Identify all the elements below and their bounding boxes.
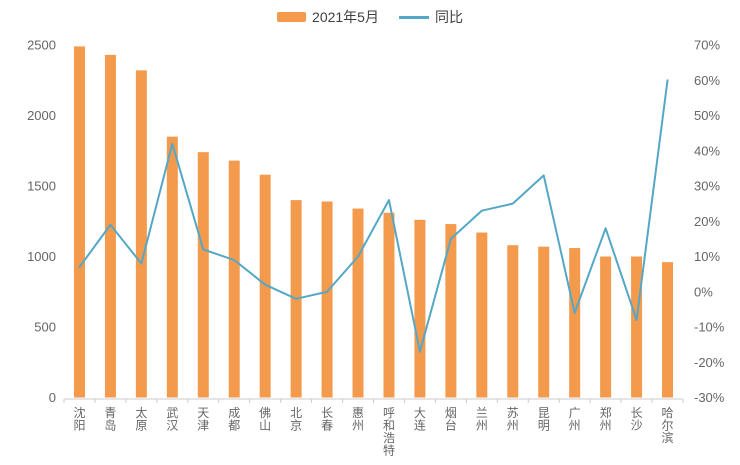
x-axis-category-label: 兰州: [476, 406, 488, 433]
right-axis-tick-label: 40%: [694, 143, 720, 158]
bar-武汉: [166, 136, 178, 398]
x-axis-category-label: 大连: [414, 406, 426, 433]
x-axis-category-label: 天津: [197, 406, 209, 433]
bar-哈尔滨: [662, 262, 674, 398]
x-axis-category-label: 青岛: [104, 406, 116, 433]
right-axis-tick-label: 70%: [694, 38, 720, 53]
x-axis-category-label: 太原: [135, 405, 147, 433]
right-axis-tick-label: 0%: [694, 284, 713, 299]
right-axis-tick-label: 10%: [694, 249, 720, 264]
bar-佛山: [259, 174, 271, 398]
x-axis-category-label: 佛山: [259, 406, 271, 433]
bar-天津: [197, 152, 209, 398]
line-series-swatch-icon: [398, 15, 429, 19]
left-axis-tick-label: 2000: [27, 108, 56, 123]
right-axis-tick-label: 30%: [694, 179, 720, 194]
left-axis-tick-label: 2500: [27, 38, 56, 53]
bar-大连: [414, 219, 426, 398]
yoy-line-series: [78, 79, 669, 353]
bar-长沙: [631, 256, 643, 398]
legend-item-bar-series: 2021年5月: [277, 7, 379, 27]
x-axis-category-label: 呼和浩特: [383, 406, 395, 458]
bar-惠州: [352, 208, 364, 398]
bar-昆明: [538, 246, 550, 398]
right-axis-tick-label: -10%: [694, 320, 725, 335]
right-axis-tick-label: -30%: [694, 390, 725, 405]
x-axis-category-label: 昆明: [538, 406, 550, 433]
x-axis-category-label: 烟台: [445, 406, 457, 433]
bar-广州: [569, 248, 581, 398]
x-axis-category-label: 武汉: [166, 406, 178, 433]
left-axis-tick-label: 1000: [27, 249, 56, 264]
x-axis-category-label: 成都: [228, 406, 240, 433]
bar-呼和浩特: [383, 212, 395, 398]
left-axis-tick-label: 500: [34, 320, 56, 335]
x-axis-category-label: 郑州: [600, 405, 612, 433]
x-axis-category-label: 长沙: [631, 406, 643, 433]
bar-兰州: [476, 232, 488, 398]
x-axis-category-label: 哈尔滨: [662, 406, 674, 445]
right-axis-tick-label: 20%: [694, 214, 720, 229]
bar-沈阳: [73, 46, 85, 398]
legend-item-line-series: 同比: [398, 7, 463, 27]
x-axis-category-label: 沈阳: [73, 405, 85, 433]
x-axis-category-label: 长春: [321, 406, 333, 433]
bar-series-label: 2021年5月: [312, 9, 379, 25]
x-axis-category-label: 北京: [290, 406, 302, 433]
left-axis-tick-label: 1500: [27, 179, 56, 194]
bar-郑州: [600, 256, 612, 398]
right-axis-tick-label: -20%: [694, 355, 725, 370]
bar-series-swatch-icon: [277, 12, 307, 22]
bar-苏州: [507, 245, 519, 398]
right-axis-tick-label: 50%: [694, 108, 720, 123]
chart-legend: 2021年5月 同比: [277, 7, 463, 27]
bar-成都: [228, 160, 240, 398]
right-axis-tick-label: 60%: [694, 73, 720, 88]
bar-太原: [135, 70, 147, 398]
bar-烟台: [445, 224, 457, 398]
left-axis-tick-label: 0: [49, 390, 56, 405]
line-series-label: 同比: [434, 9, 463, 25]
x-axis-category-label: 惠州: [352, 406, 364, 433]
bar-长春: [321, 201, 333, 398]
x-axis-category-label: 广州: [569, 406, 581, 433]
x-axis-category-label: 苏州: [507, 406, 519, 433]
